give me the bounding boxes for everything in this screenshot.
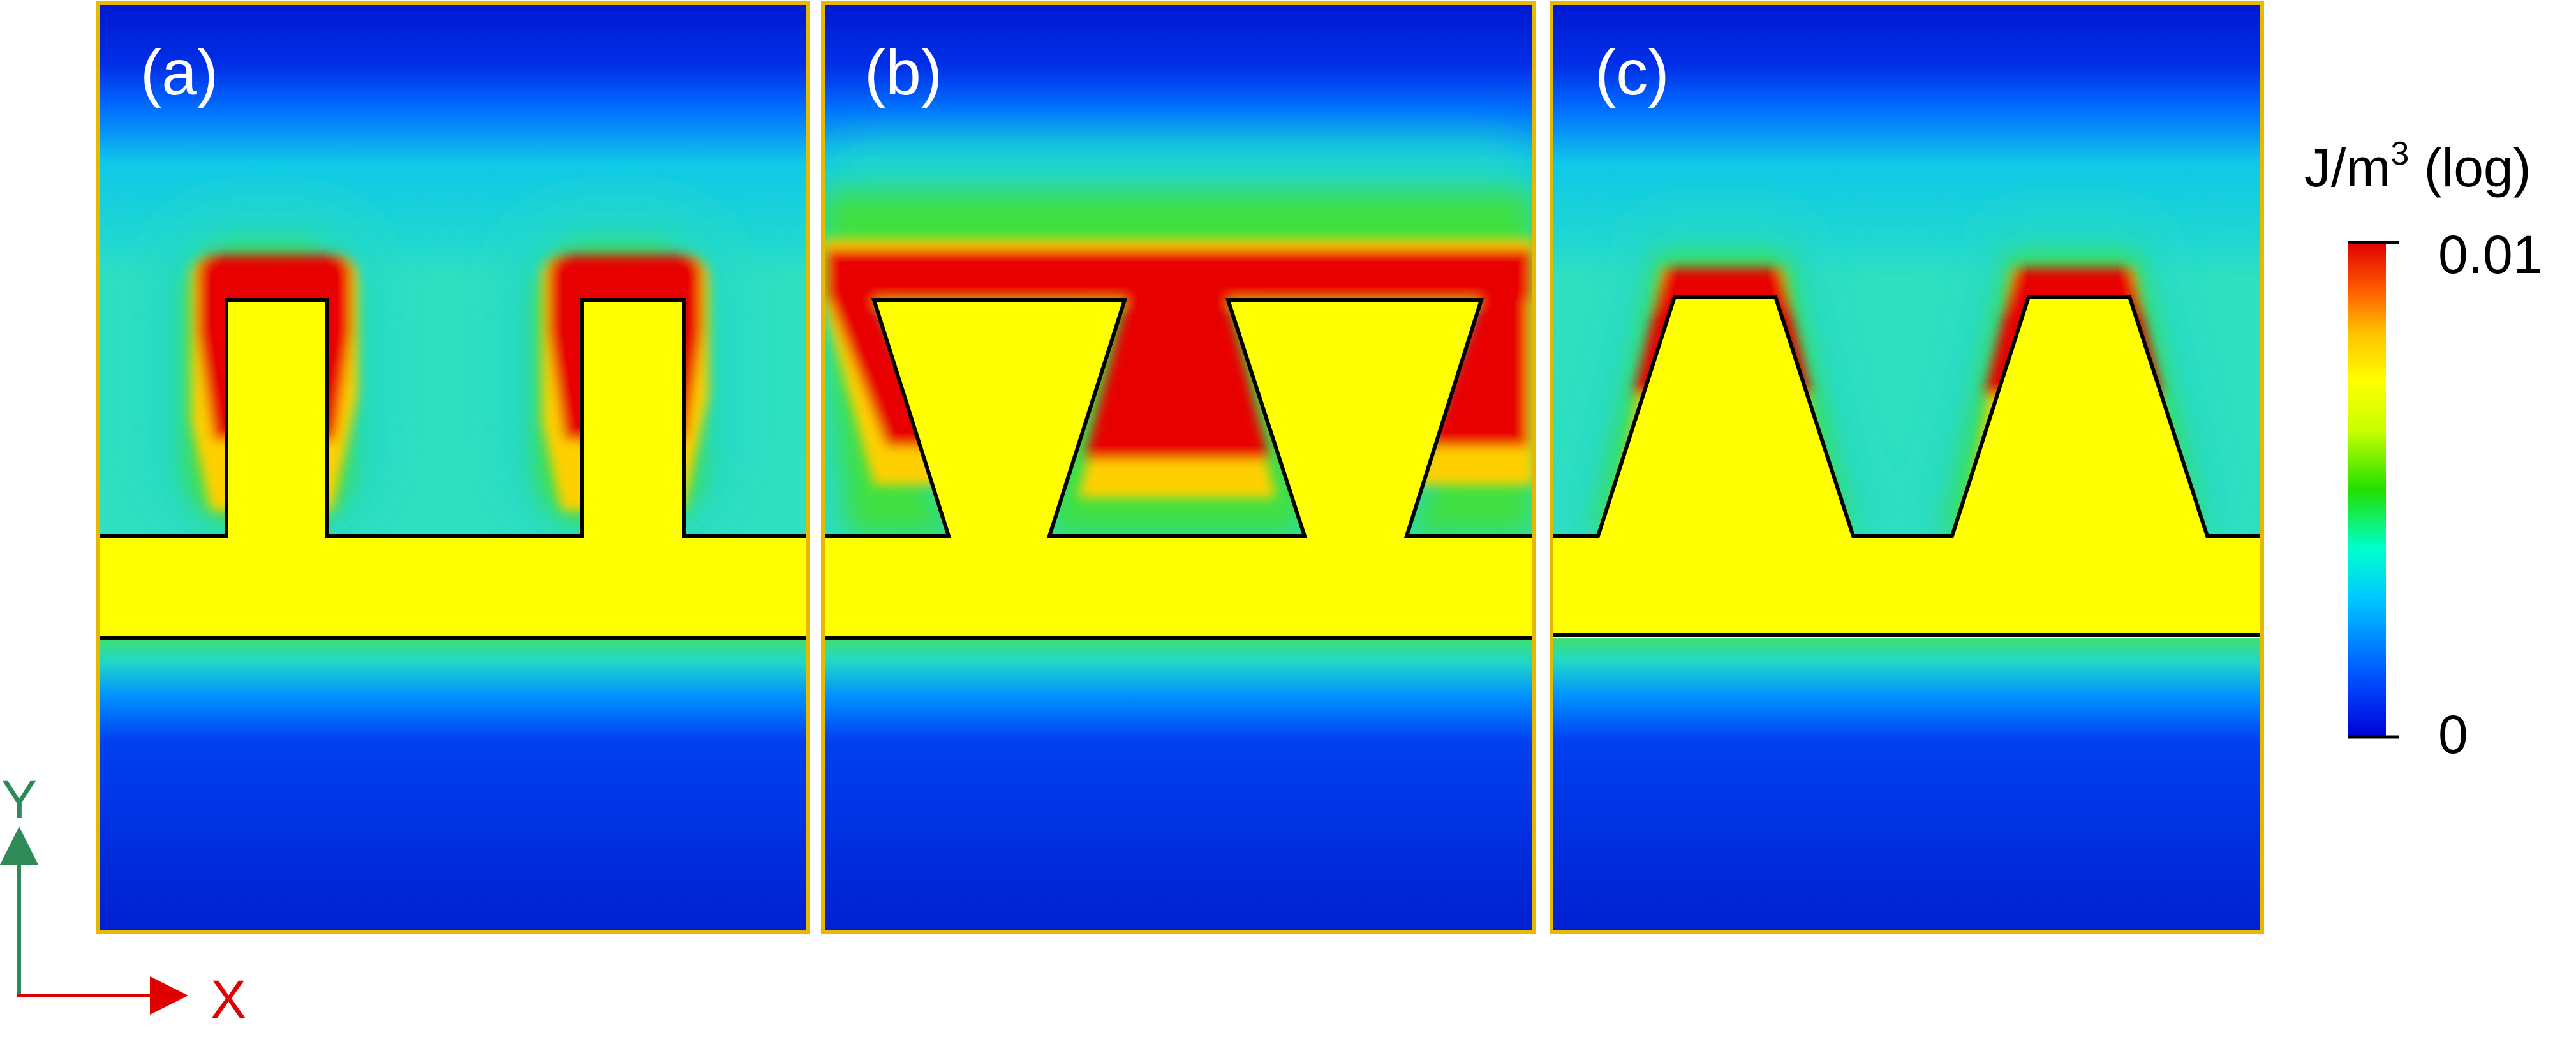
- colorbar-title: J/m3 (log): [2304, 135, 2531, 198]
- colorbar-gradient: [2348, 242, 2386, 737]
- panel-b-metal-grating: [823, 298, 1534, 640]
- panel-a-field-below: [98, 638, 808, 932]
- y-axis-label: Y: [1, 770, 37, 830]
- panel-c-border: [1550, 1, 2264, 934]
- panel-a-label: (a): [140, 37, 218, 108]
- colorbar-title-suffix: (log): [2409, 138, 2531, 198]
- panel-c-metal-grating: [1551, 295, 2262, 637]
- colorbar-min-label: 0: [2438, 705, 2468, 765]
- panel-a-border: [96, 1, 810, 934]
- panel-b-hotspots: [823, 239, 1534, 498]
- colorbar: J/m3 (log) 0.01 0: [2304, 135, 2543, 765]
- colorbar-max-label: 0.01: [2438, 225, 2543, 285]
- panel-b: (b): [823, 3, 1534, 932]
- panel-b-border: [821, 1, 1536, 934]
- panel-c: (c): [1551, 3, 2262, 932]
- panel-b-field-below: [823, 638, 1534, 932]
- panel-b-label: (b): [864, 37, 942, 108]
- panel-c-field-below: [1551, 638, 2262, 932]
- panel-c-label: (c): [1595, 37, 1669, 108]
- panel-a: (a): [98, 3, 808, 932]
- colorbar-title-base: J/m: [2304, 138, 2390, 198]
- x-axis-label: X: [211, 969, 246, 1029]
- colorbar-title-exponent: 3: [2390, 135, 2409, 172]
- axes-indicator: Y X: [0, 770, 246, 1029]
- panel-a-metal-grating: [98, 298, 808, 640]
